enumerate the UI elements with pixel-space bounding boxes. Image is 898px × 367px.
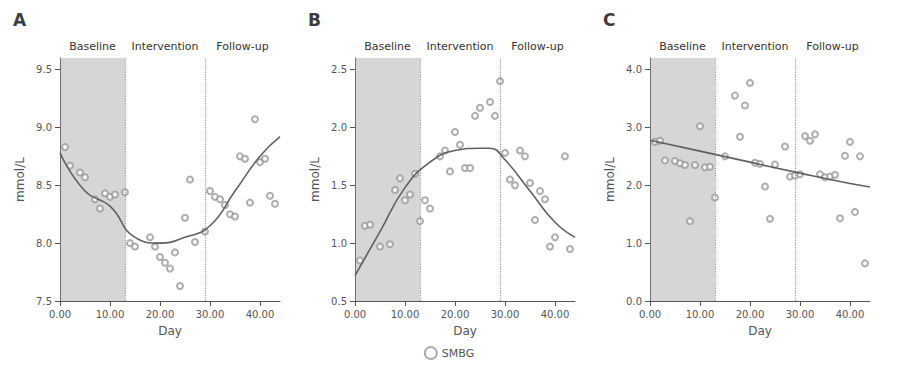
svg-text:B: B [308, 10, 321, 30]
svg-text:20.00: 20.00 [736, 309, 765, 320]
svg-text:40.00: 40.00 [836, 309, 865, 320]
svg-text:Baseline: Baseline [364, 40, 411, 53]
svg-text:30.00: 30.00 [491, 309, 520, 320]
svg-text:3.0: 3.0 [626, 122, 642, 133]
svg-text:9.5: 9.5 [36, 64, 52, 75]
svg-text:40.00: 40.00 [541, 309, 570, 320]
svg-text:1.0: 1.0 [626, 238, 642, 249]
svg-text:10.00: 10.00 [96, 309, 125, 320]
svg-text:0.00: 0.00 [344, 309, 366, 320]
svg-text:4.0: 4.0 [626, 64, 642, 75]
svg-text:10.00: 10.00 [391, 309, 420, 320]
svg-text:SMBG: SMBG [442, 347, 474, 360]
svg-text:8.0: 8.0 [36, 238, 52, 249]
svg-text:Follow-up: Follow-up [511, 40, 563, 53]
svg-text:Baseline: Baseline [69, 40, 116, 53]
svg-text:mmol/L: mmol/L [308, 157, 322, 202]
svg-text:Intervention: Intervention [721, 40, 788, 53]
svg-text:1.0: 1.0 [331, 238, 347, 249]
svg-text:0.00: 0.00 [49, 309, 71, 320]
svg-text:30.00: 30.00 [196, 309, 225, 320]
svg-text:Intervention: Intervention [131, 40, 198, 53]
svg-text:Baseline: Baseline [659, 40, 706, 53]
svg-text:Follow-up: Follow-up [806, 40, 858, 53]
svg-text:20.00: 20.00 [146, 309, 175, 320]
svg-text:7.5: 7.5 [36, 296, 52, 307]
svg-text:1.5: 1.5 [331, 180, 347, 191]
svg-text:Day: Day [158, 324, 182, 338]
svg-text:30.00: 30.00 [786, 309, 815, 320]
svg-text:2.0: 2.0 [626, 180, 642, 191]
svg-text:Day: Day [453, 324, 477, 338]
svg-text:mmol/L: mmol/L [603, 157, 617, 202]
svg-text:0.5: 0.5 [331, 296, 347, 307]
svg-text:2.5: 2.5 [331, 64, 347, 75]
svg-text:8.5: 8.5 [36, 180, 52, 191]
svg-text:2.0: 2.0 [331, 122, 347, 133]
svg-text:0.00: 0.00 [639, 309, 661, 320]
svg-text:10.00: 10.00 [686, 309, 715, 320]
svg-text:mmol/L: mmol/L [13, 157, 27, 202]
svg-text:40.00: 40.00 [246, 309, 275, 320]
svg-text:20.00: 20.00 [441, 309, 470, 320]
svg-text:Follow-up: Follow-up [216, 40, 268, 53]
svg-text:0.0: 0.0 [626, 296, 642, 307]
svg-text:Intervention: Intervention [426, 40, 493, 53]
svg-text:Day: Day [748, 324, 772, 338]
svg-text:C: C [603, 10, 615, 30]
svg-text:9.0: 9.0 [36, 122, 52, 133]
svg-text:A: A [13, 10, 27, 30]
